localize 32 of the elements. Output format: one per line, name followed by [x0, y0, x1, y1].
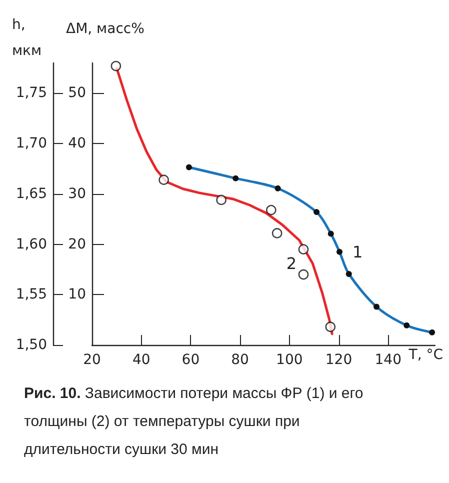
x-tick-label: 120: [325, 352, 352, 368]
y2-tick-label: 1,60: [16, 236, 47, 252]
x-tick-label: 100: [276, 352, 303, 368]
point: [158, 174, 169, 185]
point: [266, 204, 276, 216]
point: [216, 194, 226, 206]
y2-tick-label: 1,70: [16, 136, 47, 152]
y2-tick-label: 1,50: [16, 337, 47, 353]
x-tick-label: 140: [374, 352, 402, 368]
y-axis-title: ΔM, масс%: [66, 21, 144, 37]
x-tick-label: 80: [231, 352, 249, 368]
x-axis-title: T, °C: [408, 347, 444, 363]
x-tick-label: 60: [182, 352, 200, 368]
y-tick-label: 20: [68, 236, 86, 252]
y-tick-label: 30: [68, 186, 86, 202]
series-label: 2: [286, 254, 297, 273]
y2-tick-label: 1,55: [16, 286, 47, 303]
x-tick-label: 20: [83, 352, 101, 368]
point: [272, 228, 282, 238]
series-label: 1: [352, 242, 363, 262]
y-tick-label: 10: [68, 286, 86, 303]
y2-tick-label: 1,75: [16, 85, 47, 102]
point: [298, 244, 309, 254]
y-tick-label: 50: [68, 85, 86, 102]
point: [325, 322, 336, 332]
x-tick-label: 40: [132, 352, 150, 368]
point: [110, 60, 122, 72]
y-tick-label: 40: [68, 136, 86, 152]
y2-axis-title: h, мкм: [12, 17, 42, 59]
text: Рис. 10. Зависимости потери массы ФР (1) и его толщины (2) от температуры сушки при длительности сушки 30 мин: [24, 384, 364, 460]
y2-tick-label: 1,65: [16, 186, 47, 202]
point: [298, 269, 309, 280]
